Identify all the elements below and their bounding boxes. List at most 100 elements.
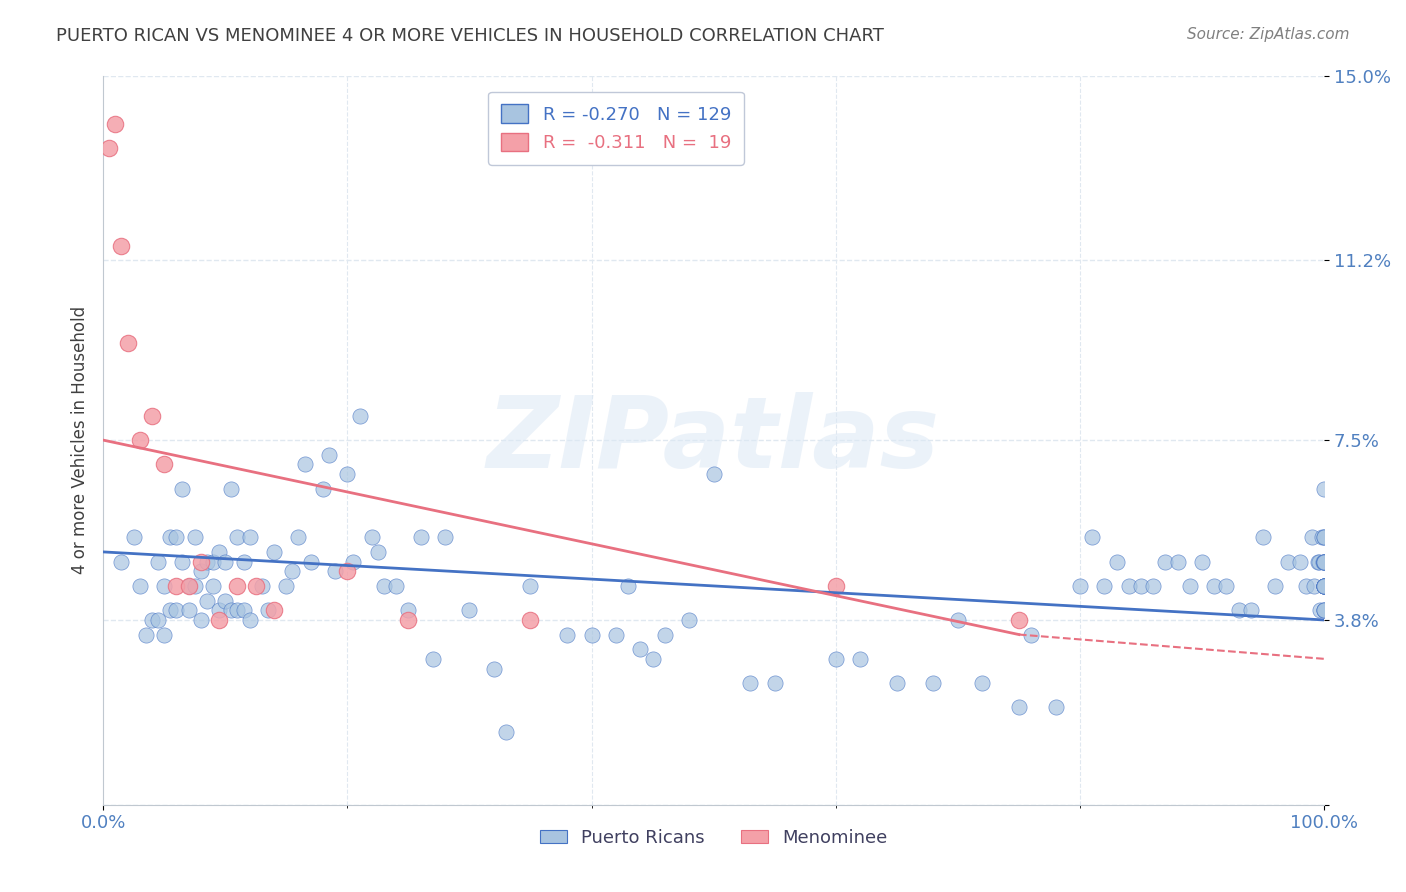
- Point: [1309, 603, 1331, 617]
- Point: [190, 613, 212, 627]
- Point: [1313, 579, 1336, 593]
- Point: [232, 555, 254, 569]
- Point: [1288, 555, 1310, 569]
- Point: [165, 530, 187, 544]
- Point: [153, 579, 176, 593]
- Point: [1313, 579, 1336, 593]
- Point: [886, 676, 908, 690]
- Point: [1301, 530, 1323, 544]
- Point: [299, 555, 322, 569]
- Point: [1008, 613, 1031, 627]
- Point: [165, 603, 187, 617]
- Point: [1142, 579, 1164, 593]
- Point: [318, 448, 340, 462]
- Point: [226, 579, 249, 593]
- Point: [581, 627, 603, 641]
- Point: [1313, 579, 1336, 593]
- Point: [678, 613, 700, 627]
- Point: [208, 545, 231, 559]
- Point: [146, 555, 169, 569]
- Point: [190, 565, 212, 579]
- Text: Source: ZipAtlas.com: Source: ZipAtlas.com: [1187, 27, 1350, 42]
- Point: [1313, 555, 1336, 569]
- Point: [1312, 555, 1334, 569]
- Point: [257, 603, 280, 617]
- Point: [1178, 579, 1201, 593]
- Point: [117, 335, 139, 350]
- Point: [195, 593, 218, 607]
- Point: [294, 458, 316, 472]
- Point: [641, 652, 664, 666]
- Point: [1008, 700, 1031, 714]
- Point: [1313, 530, 1336, 544]
- Point: [1227, 603, 1250, 617]
- Point: [482, 662, 505, 676]
- Point: [208, 613, 231, 627]
- Point: [281, 565, 304, 579]
- Point: [342, 555, 364, 569]
- Point: [287, 530, 309, 544]
- Point: [153, 458, 176, 472]
- Point: [263, 603, 285, 617]
- Point: [1081, 530, 1104, 544]
- Point: [1092, 579, 1115, 593]
- Point: [1310, 530, 1333, 544]
- Point: [159, 603, 181, 617]
- Point: [1045, 700, 1067, 714]
- Point: [221, 482, 243, 496]
- Point: [849, 652, 872, 666]
- Point: [226, 530, 249, 544]
- Point: [972, 676, 994, 690]
- Point: [1313, 530, 1336, 544]
- Point: [183, 579, 205, 593]
- Point: [1313, 579, 1336, 593]
- Point: [1130, 579, 1153, 593]
- Point: [824, 579, 846, 593]
- Point: [628, 642, 651, 657]
- Point: [165, 579, 187, 593]
- Point: [434, 530, 457, 544]
- Point: [349, 409, 371, 423]
- Point: [110, 238, 132, 252]
- Point: [146, 613, 169, 627]
- Point: [519, 613, 541, 627]
- Point: [922, 676, 945, 690]
- Point: [159, 530, 181, 544]
- Point: [336, 467, 359, 482]
- Point: [654, 627, 676, 641]
- Point: [202, 555, 225, 569]
- Point: [232, 603, 254, 617]
- Point: [1154, 555, 1177, 569]
- Point: [367, 545, 389, 559]
- Point: [1306, 555, 1329, 569]
- Point: [128, 579, 150, 593]
- Point: [1191, 555, 1213, 569]
- Point: [1105, 555, 1128, 569]
- Legend: R = -0.270   N = 129, R =  -0.311   N =  19: R = -0.270 N = 129, R = -0.311 N = 19: [488, 92, 744, 165]
- Point: [1069, 579, 1091, 593]
- Point: [98, 141, 121, 155]
- Y-axis label: 4 or more Vehicles in Household: 4 or more Vehicles in Household: [72, 306, 89, 574]
- Point: [703, 467, 725, 482]
- Point: [946, 613, 969, 627]
- Point: [1313, 555, 1336, 569]
- Point: [605, 627, 627, 641]
- Point: [1313, 603, 1336, 617]
- Point: [373, 579, 395, 593]
- Point: [1313, 555, 1336, 569]
- Point: [312, 482, 335, 496]
- Point: [221, 603, 243, 617]
- Point: [239, 530, 262, 544]
- Point: [1264, 579, 1286, 593]
- Text: PUERTO RICAN VS MENOMINEE 4 OR MORE VEHICLES IN HOUSEHOLD CORRELATION CHART: PUERTO RICAN VS MENOMINEE 4 OR MORE VEHI…: [56, 27, 884, 45]
- Point: [1303, 579, 1326, 593]
- Point: [1308, 555, 1330, 569]
- Point: [141, 613, 163, 627]
- Point: [1313, 579, 1336, 593]
- Point: [1295, 579, 1317, 593]
- Point: [276, 579, 298, 593]
- Point: [360, 530, 382, 544]
- Point: [1313, 482, 1336, 496]
- Point: [110, 555, 132, 569]
- Point: [1313, 603, 1336, 617]
